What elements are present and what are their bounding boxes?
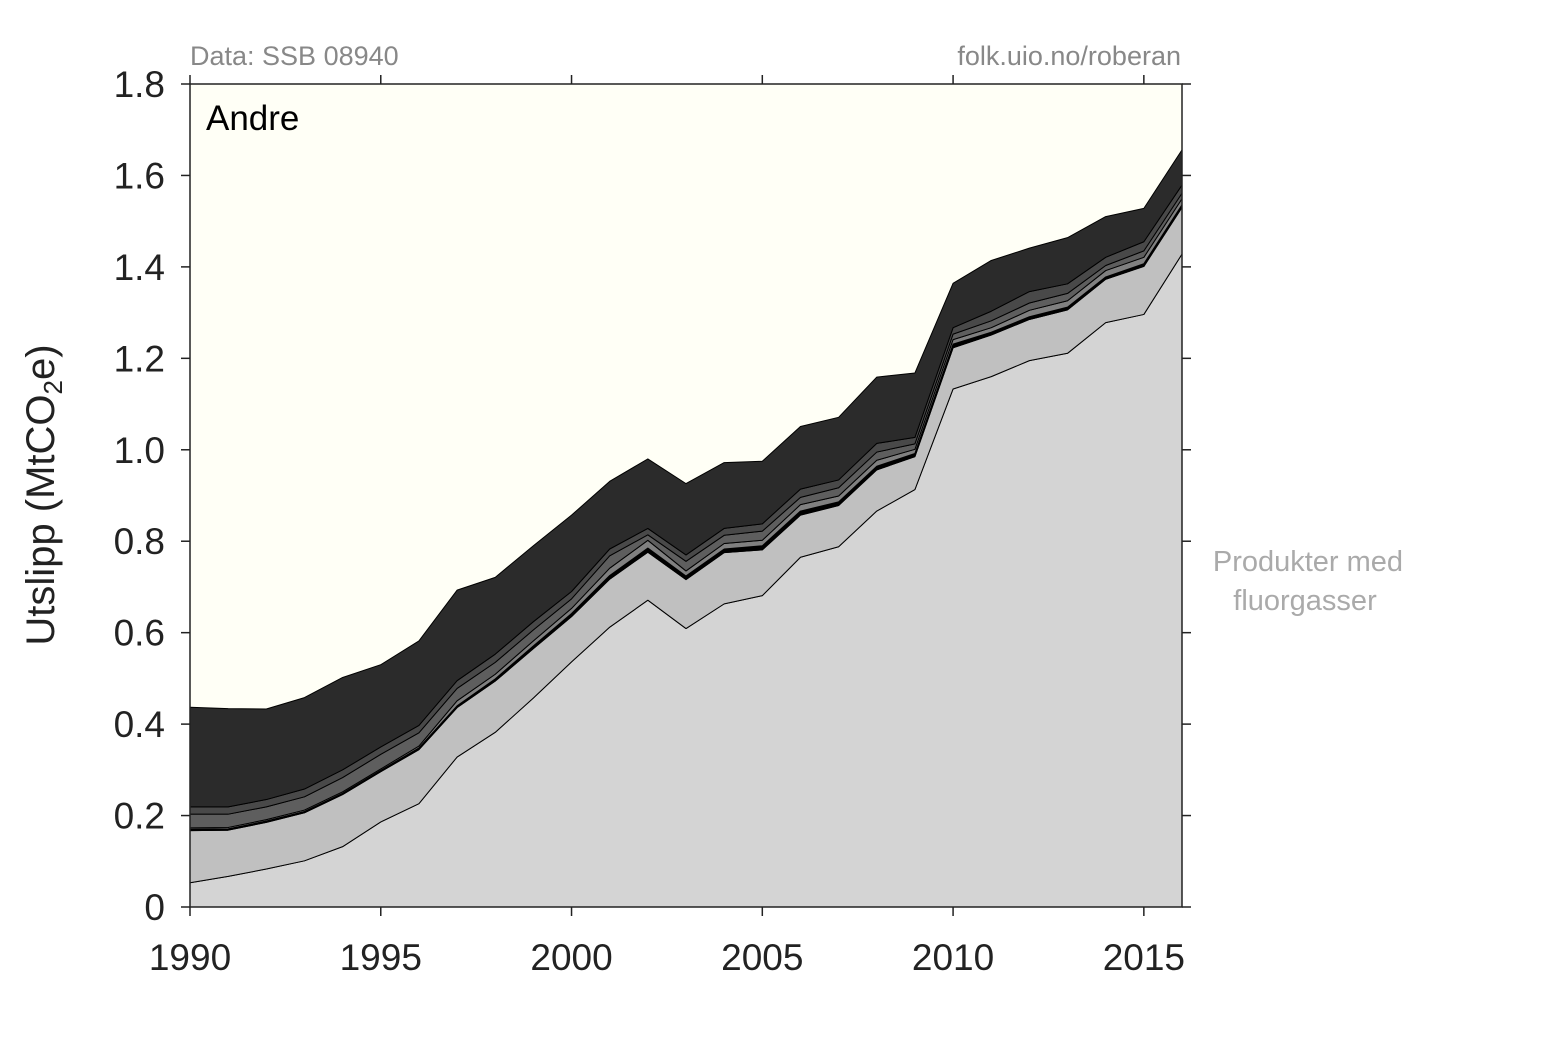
- y-axis-label-end: e): [19, 344, 63, 380]
- x-tick-label: 1995: [340, 937, 422, 978]
- axis-ticks: 1990 1995 2000 2005 2010 2015 0 0.2 0.4 0.6 0.8 1.0…: [114, 64, 1191, 978]
- x-tick-label: 2015: [1103, 937, 1185, 978]
- y-tick-label: 1.6: [114, 155, 165, 196]
- chart-title: Andre: [206, 99, 299, 138]
- y-tick-label: 0.2: [114, 796, 165, 837]
- credit-label: folk.uio.no/roberan: [957, 41, 1181, 71]
- x-tick-label: 2010: [912, 937, 994, 978]
- y-tick-label: 0.8: [114, 521, 165, 562]
- plot-frame: [189, 83, 1183, 908]
- y-tick-label: 1.8: [114, 64, 165, 105]
- y-axis-label: Utslipp (MtCO2e): [19, 344, 68, 645]
- source-label: Data: SSB 08940: [190, 41, 399, 71]
- x-tick-label: 2000: [530, 937, 612, 978]
- y-tick-label: 1.2: [114, 338, 165, 379]
- series-annotation-line-2: fluorgasser: [1233, 585, 1377, 617]
- series-annotation: Produkter med fluorgasser: [1213, 546, 1411, 617]
- series-annotation-line-1: Produkter med: [1213, 546, 1403, 578]
- y-tick-label: 1.4: [114, 247, 165, 288]
- y-axis-label-main: Utslipp (MtCO: [19, 394, 63, 645]
- x-tick-label: 1990: [149, 937, 231, 978]
- y-axis-label-subscript: 2: [38, 380, 68, 394]
- y-tick-label: 1.0: [114, 430, 165, 471]
- y-tick-label: 0.6: [114, 613, 165, 654]
- y-tick-label: 0.4: [114, 704, 165, 745]
- x-tick-label: 2005: [721, 937, 803, 978]
- y-tick-label: 0: [144, 887, 165, 928]
